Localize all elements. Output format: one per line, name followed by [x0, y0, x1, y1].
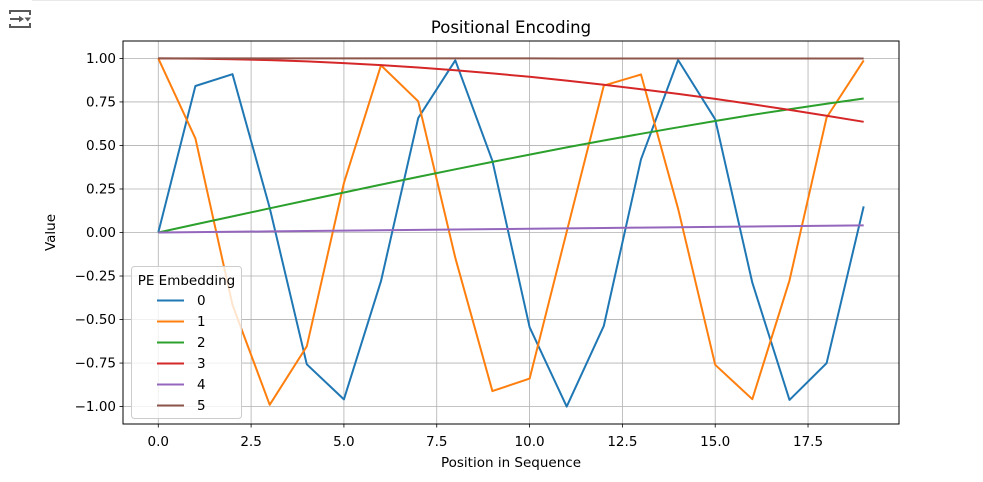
legend-box — [131, 266, 242, 419]
y-tick-label: 0.00 — [86, 225, 116, 241]
x-axis-label: Position in Sequence — [441, 455, 581, 471]
x-tick-label: 2.5 — [240, 434, 261, 450]
y-tick-label: −1.00 — [75, 399, 116, 415]
arrow-head — [19, 15, 24, 23]
legend-title: PE Embedding — [138, 273, 236, 289]
y-tick-label: −0.25 — [75, 269, 116, 285]
y-tick-label: −0.75 — [75, 356, 116, 372]
x-tick-label: 0.0 — [148, 434, 169, 450]
legend-label-2: 2 — [197, 335, 206, 351]
y-tick-label: 0.50 — [86, 138, 116, 154]
y-axis-label: Value — [43, 214, 59, 251]
series-line-4 — [158, 224, 864, 234]
legend-label-3: 3 — [197, 356, 206, 372]
legend-label-0: 0 — [197, 293, 206, 309]
y-tick-label: 0.75 — [86, 94, 116, 110]
x-tick-label: 10.0 — [515, 434, 545, 450]
series-line-3 — [158, 57, 864, 123]
insert-output-arrow-icon[interactable] — [8, 7, 34, 31]
caret-down-icon — [24, 17, 31, 22]
legend-label-1: 1 — [197, 314, 206, 330]
series-line-2 — [158, 97, 864, 234]
x-tick-label: 15.0 — [700, 434, 730, 450]
panel-top-border — [32, 0, 983, 1]
series-line-0 — [157, 59, 865, 408]
y-tick-label: 1.00 — [86, 51, 116, 67]
legend-label-5: 5 — [197, 398, 206, 414]
x-tick-label: 12.5 — [607, 434, 637, 450]
chart-title: Positional Encoding — [431, 18, 591, 37]
x-tick-label: 17.5 — [793, 434, 823, 450]
y-tick-label: −0.50 — [75, 312, 116, 328]
x-tick-label: 5.0 — [333, 434, 354, 450]
x-tick-label: 7.5 — [426, 434, 447, 450]
series-line-1 — [157, 57, 865, 406]
legend-label-4: 4 — [197, 377, 206, 393]
y-tick-label: 0.25 — [86, 181, 116, 197]
